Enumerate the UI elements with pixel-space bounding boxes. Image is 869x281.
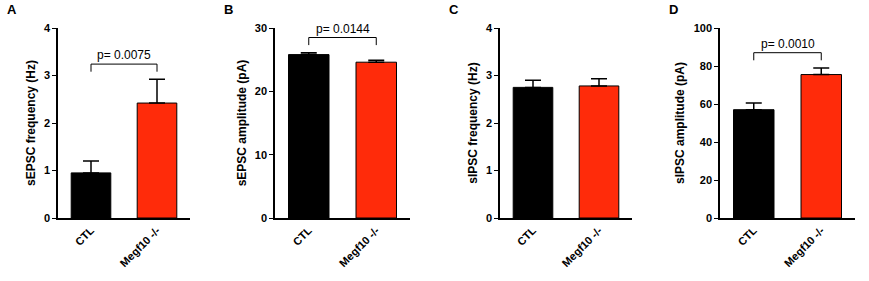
svg-text:30: 30 — [255, 22, 267, 34]
svg-text:10: 10 — [255, 149, 267, 161]
svg-text:CTL: CTL — [735, 224, 759, 248]
svg-text:B: B — [224, 2, 233, 17]
svg-text:1: 1 — [486, 164, 492, 176]
svg-text:0: 0 — [706, 212, 712, 224]
svg-text:sEPSC frequency (Hz): sEPSC frequency (Hz) — [24, 60, 38, 186]
svg-text:3: 3 — [486, 69, 492, 81]
svg-text:p= 0.0144: p= 0.0144 — [316, 22, 370, 36]
svg-text:0: 0 — [44, 212, 50, 224]
svg-text:100: 100 — [694, 22, 712, 34]
svg-text:Megf10 -/-: Megf10 -/- — [560, 224, 605, 269]
svg-text:Megf10 -/-: Megf10 -/- — [118, 224, 163, 269]
svg-text:sEPSC amplitude (pA): sEPSC amplitude (pA) — [235, 60, 249, 187]
svg-text:sIPSC frequency (Hz): sIPSC frequency (Hz) — [466, 62, 480, 183]
svg-text:Megf10 -/-: Megf10 -/- — [782, 224, 827, 269]
svg-text:60: 60 — [700, 98, 712, 110]
svg-text:4: 4 — [486, 22, 493, 34]
svg-text:CTL: CTL — [515, 224, 539, 248]
svg-text:A: A — [7, 2, 17, 17]
svg-text:Megf10 -/-: Megf10 -/- — [337, 224, 382, 269]
svg-text:CTL: CTL — [73, 224, 97, 248]
svg-text:0: 0 — [486, 212, 492, 224]
svg-text:40: 40 — [700, 136, 712, 148]
svg-text:20: 20 — [255, 85, 267, 97]
svg-text:p= 0.0010: p= 0.0010 — [761, 37, 815, 51]
svg-text:3: 3 — [44, 69, 50, 81]
svg-text:sIPSC amplitude (pA): sIPSC amplitude (pA) — [673, 62, 687, 184]
svg-text:D: D — [669, 2, 678, 17]
svg-text:80: 80 — [700, 60, 712, 72]
svg-text:0: 0 — [261, 212, 267, 224]
svg-text:2: 2 — [44, 117, 50, 129]
svg-text:2: 2 — [486, 117, 492, 129]
svg-text:20: 20 — [700, 174, 712, 186]
svg-text:p= 0.0075: p= 0.0075 — [97, 48, 151, 62]
svg-text:CTL: CTL — [290, 224, 314, 248]
svg-text:1: 1 — [44, 164, 50, 176]
svg-text:C: C — [449, 2, 459, 17]
svg-text:4: 4 — [44, 22, 51, 34]
